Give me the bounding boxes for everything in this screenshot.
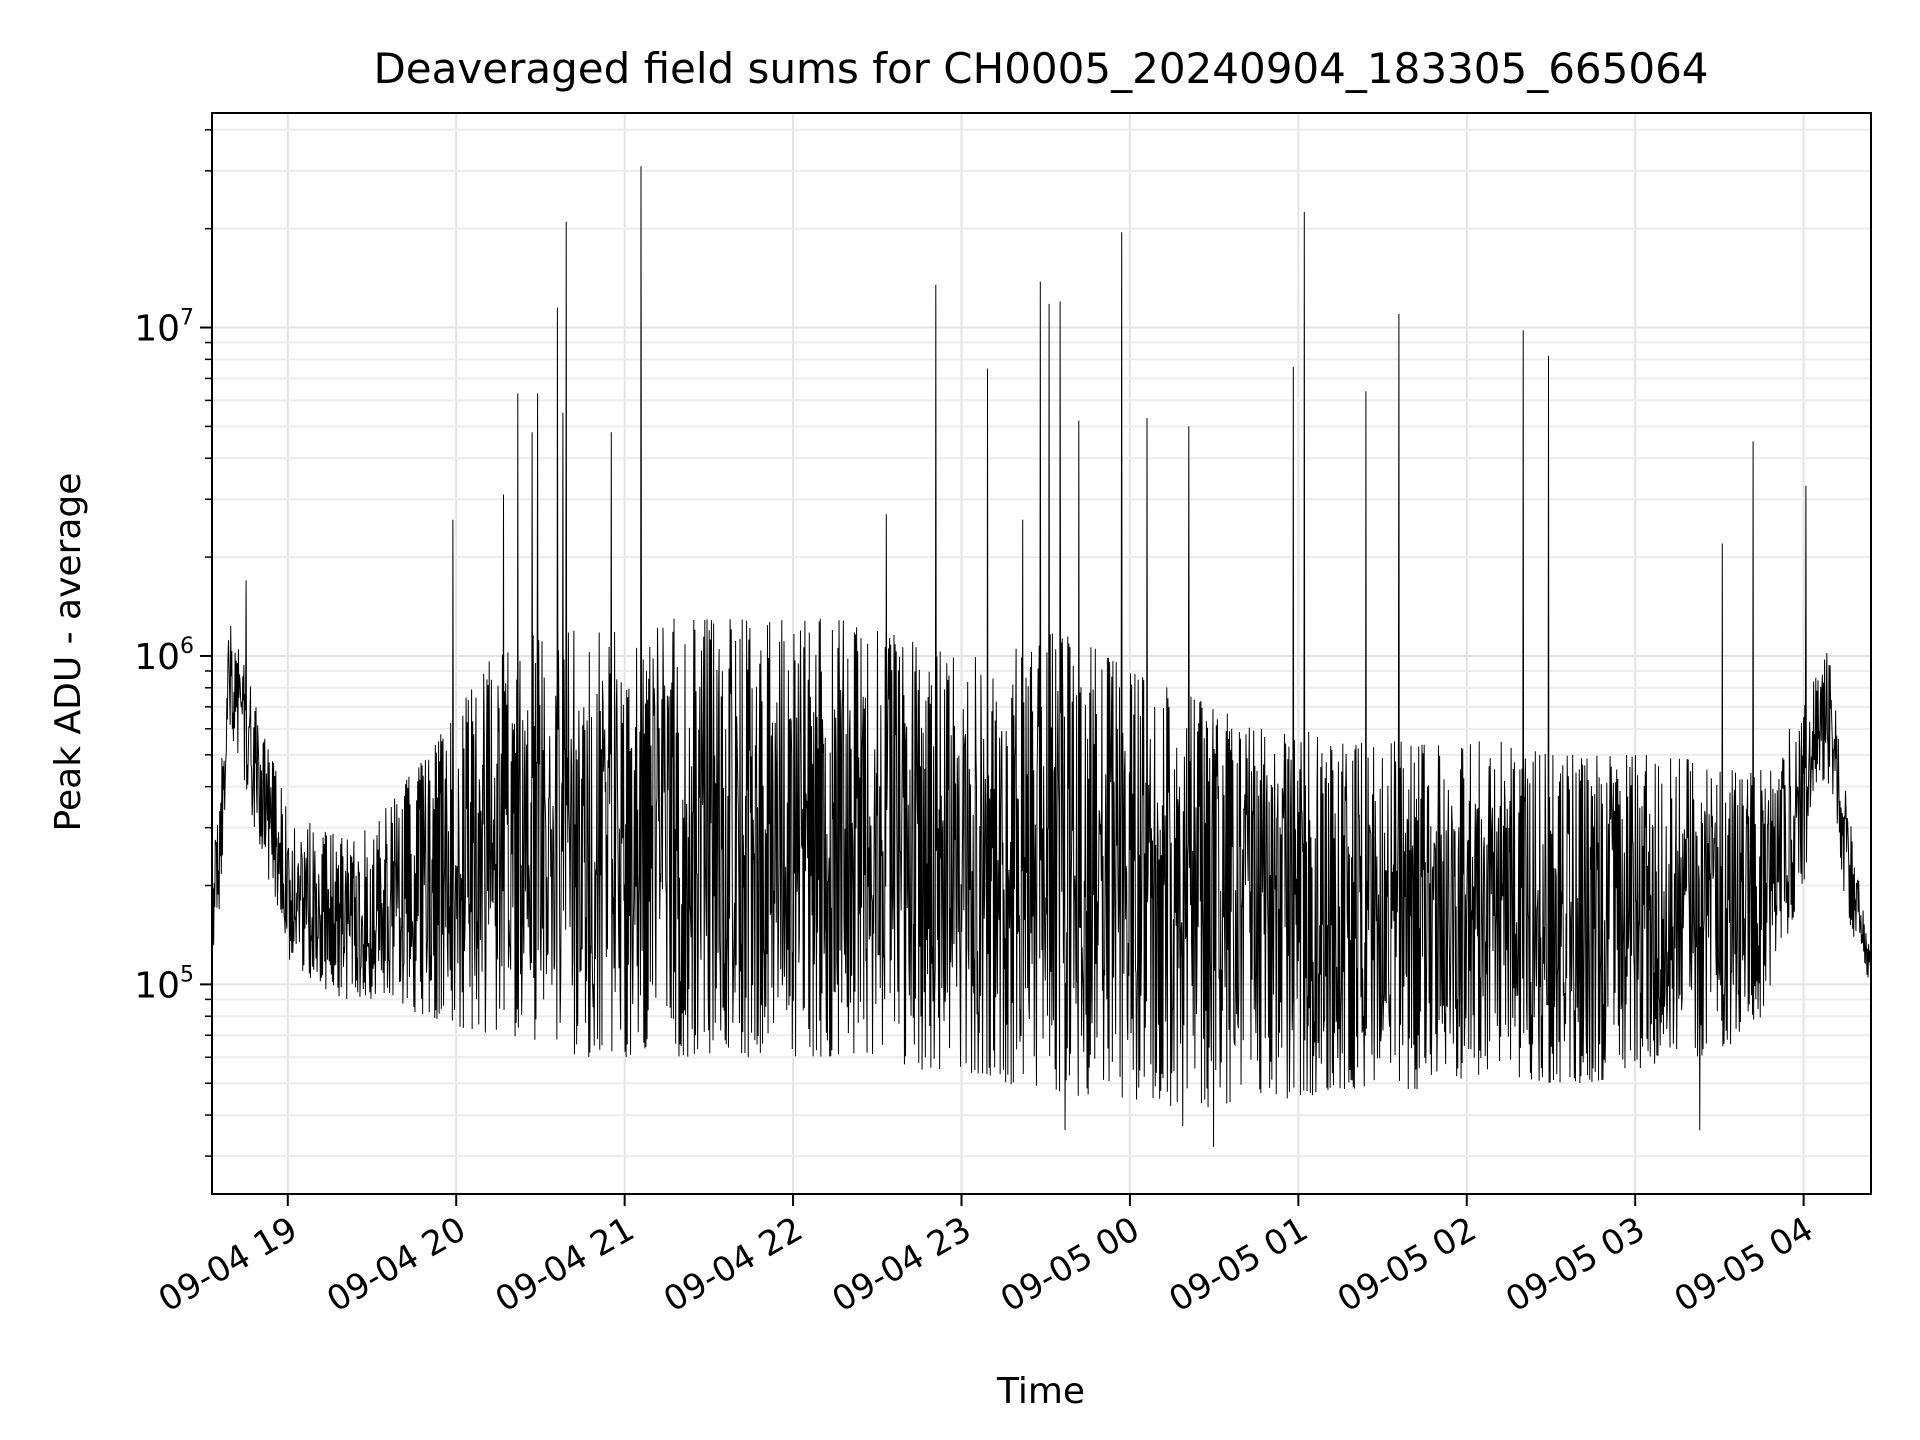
y-axis-label: Peak ADU - average xyxy=(48,473,89,832)
x-gridlines xyxy=(286,113,1805,1194)
series-line xyxy=(211,166,1872,1147)
y-tick-label: 107 xyxy=(134,306,194,350)
plot-frame xyxy=(211,112,1872,1195)
y-tick-label: 106 xyxy=(134,634,194,678)
chart-title: Deaveraged field sums for CH0005_2024090… xyxy=(373,44,1708,93)
x-axis-label: Time xyxy=(996,1371,1085,1412)
series-layer xyxy=(211,166,1872,1147)
y-axis-ticks: 105 106 107 xyxy=(134,129,212,1157)
y-tick-label: 105 xyxy=(134,962,194,1006)
